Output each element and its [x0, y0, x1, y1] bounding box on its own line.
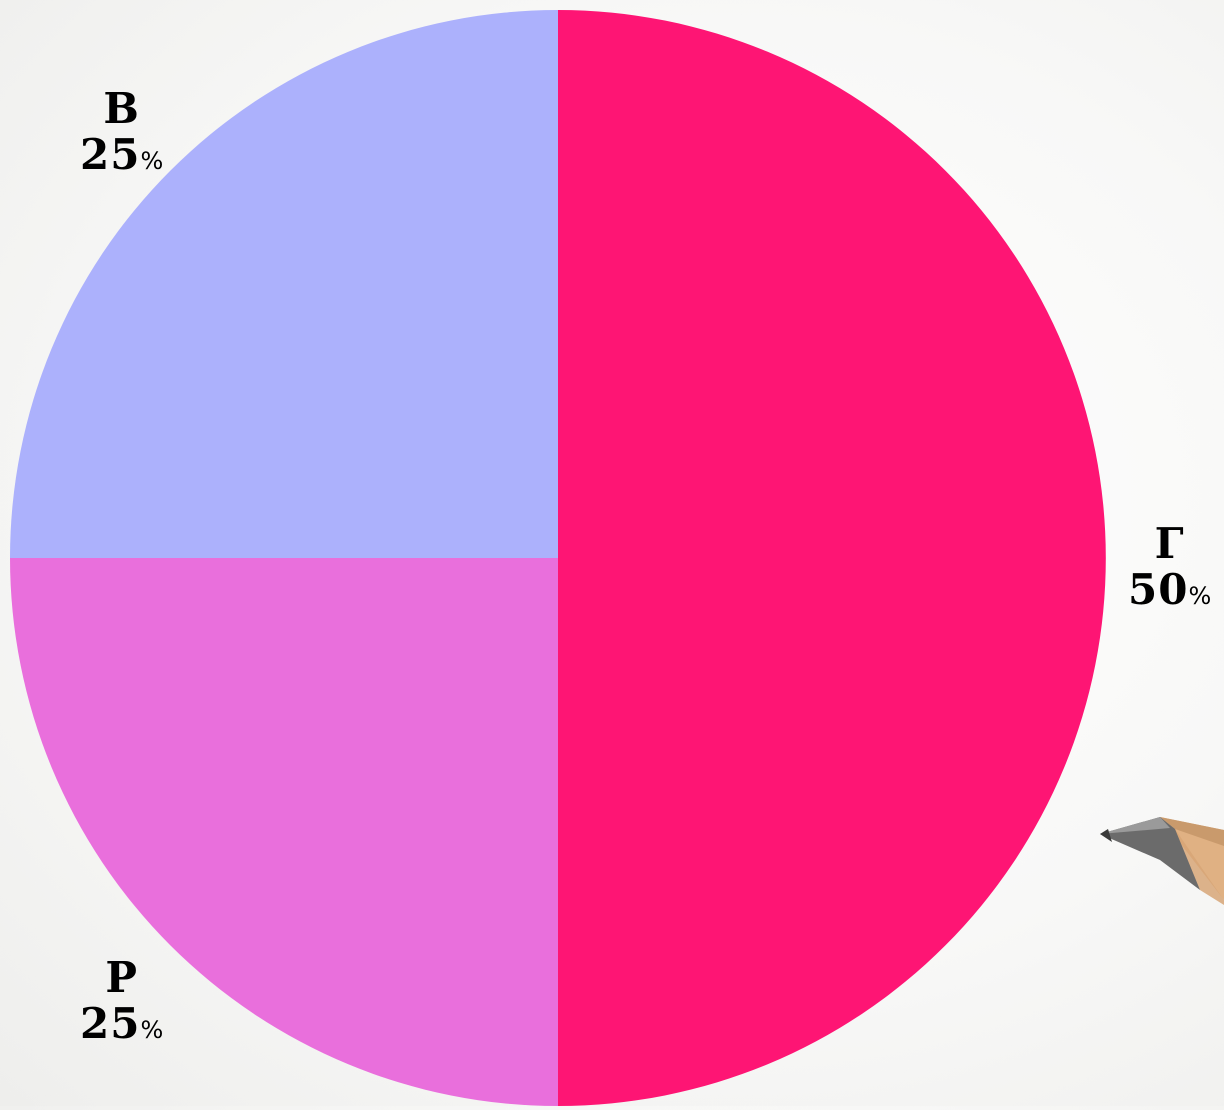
pie-slices: [10, 10, 1106, 1106]
slice-label-value: 25: [80, 130, 141, 179]
pie-slice-1: [10, 558, 558, 1106]
slice-label-unit: %: [140, 147, 164, 175]
slice-label-unit: %: [1188, 582, 1212, 610]
slice-label-value: 25: [80, 999, 141, 1048]
slice-label-category: Г: [1154, 519, 1185, 568]
slice-label-category: В: [103, 84, 140, 133]
slice-label-g: Г 50%: [1128, 523, 1211, 611]
pie-slice-0: [558, 10, 1106, 1106]
slice-label-v: В 25%: [80, 88, 163, 176]
slice-label-category: Р: [105, 953, 138, 1002]
pie-slice-2: [10, 10, 558, 558]
slice-label-r: Р 25%: [80, 957, 163, 1045]
slice-label-value: 50: [1128, 565, 1189, 614]
slice-label-unit: %: [140, 1016, 164, 1044]
